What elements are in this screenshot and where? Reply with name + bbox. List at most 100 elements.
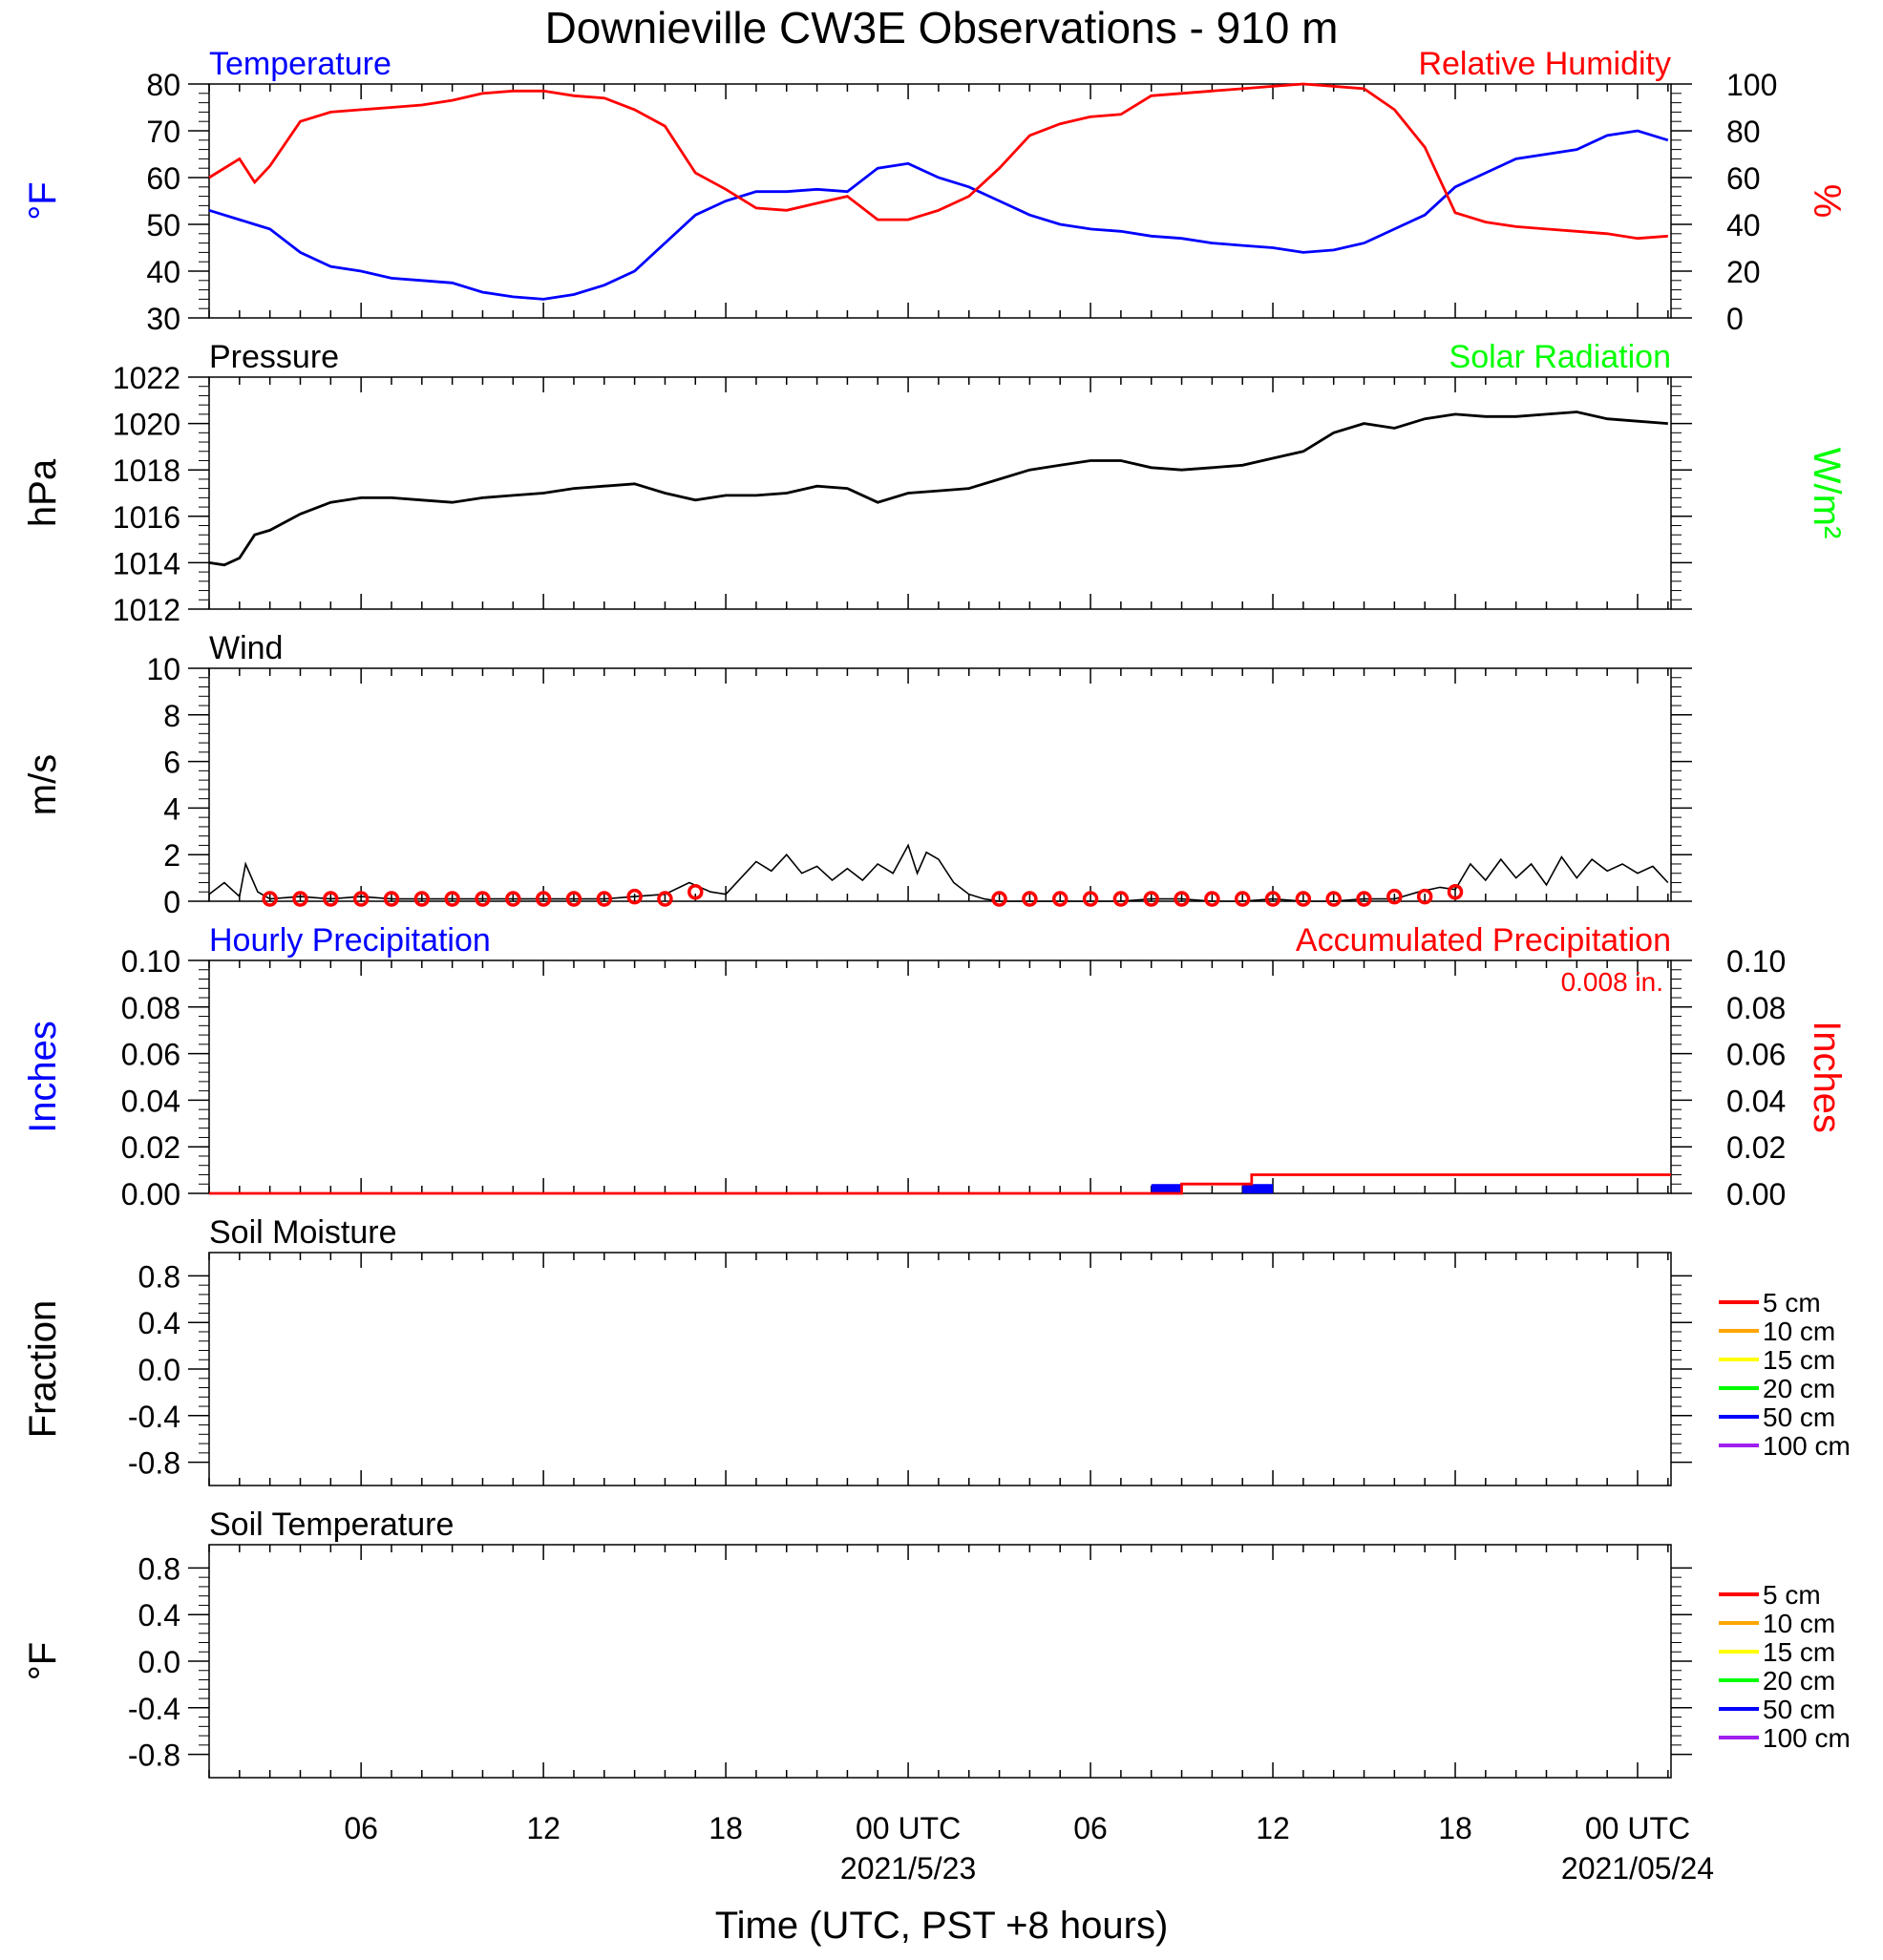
y-tick-label-left: 10 (146, 652, 180, 686)
wind-observation-point (323, 891, 339, 907)
panel-right-title: Accumulated Precipitation (1296, 922, 1671, 959)
wind-observation-point (1204, 891, 1220, 907)
series-line-accumulated-precipitation (209, 1173, 1671, 1195)
y-tick-label-left: 1016 (113, 500, 180, 535)
y-tick-label-left: 0.0 (138, 1353, 180, 1387)
x-date-label: 2021/05/24 (1561, 1851, 1714, 1886)
plot-frame (208, 83, 1672, 319)
wind-observation-point (292, 891, 308, 907)
legend-label: 100 cm (1763, 1723, 1851, 1753)
wind-observation-point (444, 891, 460, 907)
y-tick-label-left: 0.0 (138, 1645, 180, 1679)
figure-title: Downieville CW3E Observations - 910 m (545, 3, 1339, 53)
x-tick-label: 00 UTC (856, 1811, 961, 1845)
wind-observation-point (1295, 891, 1312, 907)
wind-observation-point (413, 891, 431, 907)
left-axis-unit: hPa (22, 458, 64, 527)
legend-label: 10 cm (1763, 1609, 1835, 1638)
wind-observation-point (1447, 883, 1464, 900)
y-tick-label-left: 0.02 (121, 1130, 180, 1165)
y-tick-label-right: 0.08 (1726, 991, 1786, 1025)
y-tick-label-left: 0.06 (121, 1038, 180, 1072)
legend-label: 50 cm (1763, 1402, 1835, 1432)
y-tick-label-left: 0.08 (121, 991, 180, 1025)
x-tick-label: 12 (1256, 1811, 1290, 1845)
y-tick-label-left: 1012 (113, 593, 180, 627)
y-tick-label-right: 0.02 (1726, 1130, 1786, 1165)
panel-wind: 0 2 4 6 8 10 Wind m/s (22, 630, 1692, 919)
panel-left-title: Soil Moisture (209, 1214, 397, 1251)
panel-soil-moisture: -0.8 -0.4 0.0 0.4 0.8 Soil Moisture Fraction 5 … (22, 1214, 1851, 1486)
wind-observation-point (1082, 891, 1099, 907)
y-tick-label-left: 8 (163, 699, 180, 733)
y-tick-label-left: 2 (163, 838, 180, 873)
panel-pressure: 1012 1014 1016 1018 1020 1022 Pressure Solar Ra… (22, 339, 1848, 627)
y-tick-label-left: 50 (146, 208, 180, 242)
wind-observation-point (1051, 891, 1068, 907)
y-tick-label-right: 0.00 (1726, 1177, 1786, 1212)
panel-right-title: Relative Humidity (1418, 46, 1671, 82)
x-tick-label: 00 UTC (1585, 1811, 1690, 1845)
y-tick-label-left: -0.4 (128, 1692, 180, 1726)
y-tick-label-right: 80 (1726, 115, 1761, 149)
wind-observation-point (688, 883, 704, 900)
wind-observation-point (596, 891, 613, 907)
accumulated-total: 0.008 in. (1561, 967, 1663, 997)
y-tick-label-left: 70 (146, 115, 180, 149)
panel-left-title: Pressure (209, 339, 339, 375)
wind-observation-point (1174, 891, 1190, 907)
plot-frame (208, 376, 1672, 610)
y-tick-label-left: -0.8 (128, 1446, 180, 1481)
y-tick-label-right: 20 (1726, 255, 1761, 289)
y-tick-label-left: 30 (146, 302, 180, 336)
legend-label: 5 cm (1763, 1580, 1821, 1610)
legend-label: 100 cm (1763, 1431, 1851, 1461)
y-tick-label-left: -0.4 (128, 1400, 180, 1434)
x-tick-label: 18 (709, 1811, 743, 1845)
legend-label: 15 cm (1763, 1345, 1835, 1375)
x-tick-label: 06 (344, 1811, 378, 1845)
panel-right-title: Solar Radiation (1449, 339, 1671, 375)
wind-observation-point (1356, 891, 1372, 907)
y-tick-label-right: 60 (1726, 161, 1761, 196)
y-tick-label-left: 0.4 (138, 1306, 180, 1340)
y-tick-label-left: 60 (146, 161, 180, 196)
wind-observation-point (535, 891, 552, 907)
precip-bar (1242, 1184, 1274, 1193)
y-tick-label-right: 0.04 (1726, 1084, 1786, 1118)
y-tick-label-left: 0.8 (138, 1259, 180, 1294)
y-tick-label-left: 6 (163, 746, 180, 780)
panel-precipitation: 0.00 0.02 0.04 0.06 0.08 0.10 0.00 0.02 0.04 0.06… (22, 922, 1848, 1212)
left-axis-unit: °F (22, 181, 64, 220)
legend-label: 5 cm (1763, 1288, 1821, 1317)
wind-observation-point (262, 891, 278, 907)
x-axis-title: Time (UTC, PST +8 hours) (715, 1905, 1169, 1947)
wind-observation-point (352, 891, 370, 907)
y-tick-label-left: 80 (146, 68, 180, 102)
left-axis-unit: °F (22, 1642, 64, 1680)
wind-observation-point (1325, 891, 1342, 907)
x-axis-labels: 06 12 18 00 UTC 2021/5/23 06 12 18 00 UTC 2021/05… (344, 1811, 1714, 1886)
y-tick-label-left: 0.00 (121, 1177, 180, 1212)
y-tick-label-right: 100 (1726, 68, 1777, 102)
right-axis-unit: Inches (1806, 1021, 1848, 1133)
y-tick-label-left: 0.04 (121, 1084, 180, 1118)
wind-observation-point (565, 891, 582, 907)
y-tick-label-left: 0.8 (138, 1551, 180, 1586)
plot-frame (208, 667, 1672, 902)
right-axis-unit: % (1806, 184, 1848, 219)
x-tick-label: 18 (1438, 1811, 1472, 1845)
y-tick-label-left: 0.10 (121, 944, 180, 979)
panel-temp-rh: 30 40 50 60 70 80 0 20 40 60 80 100 Temperature Relat… (22, 46, 1848, 336)
y-tick-label-left: -0.8 (128, 1739, 180, 1773)
y-tick-label-left: 4 (163, 791, 180, 826)
precip-bar (1151, 1184, 1182, 1193)
legend-label: 20 cm (1763, 1374, 1835, 1403)
legend-label: 20 cm (1763, 1666, 1835, 1696)
x-tick-label: 06 (1073, 1811, 1108, 1845)
y-tick-label-left: 40 (146, 255, 180, 289)
legend-label: 50 cm (1763, 1695, 1835, 1724)
wind-observation-point (1264, 891, 1281, 907)
